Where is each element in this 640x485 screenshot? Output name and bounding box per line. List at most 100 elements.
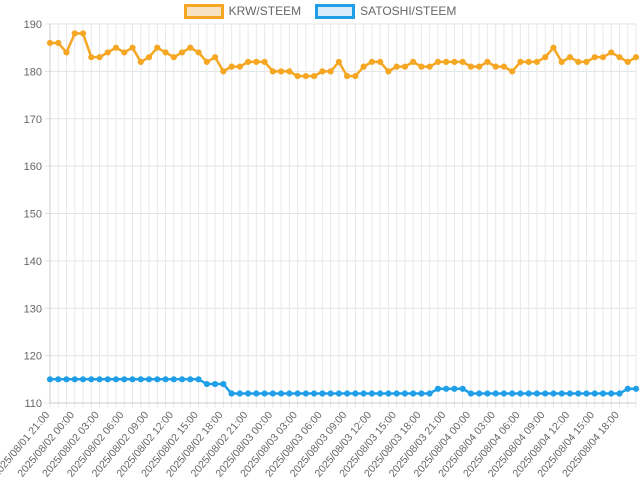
- legend-swatch-satoshi-steem: [315, 4, 356, 19]
- y-tick-label: 180: [24, 66, 42, 78]
- legend-label-krw-steem: KRW/STEEM: [228, 4, 302, 18]
- data-point-krw-steem: [170, 54, 177, 61]
- data-point-krw-steem: [467, 63, 475, 70]
- data-point-krw-steem: [269, 68, 276, 75]
- data-point-krw-steem: [311, 73, 318, 80]
- data-point-satoshi-steem: [583, 390, 590, 397]
- data-point-satoshi-steem: [443, 385, 450, 392]
- data-point-satoshi-steem: [352, 390, 359, 397]
- data-point-satoshi-steem: [459, 385, 466, 392]
- data-point-satoshi-steem: [170, 376, 177, 383]
- data-point-krw-steem: [244, 58, 252, 66]
- data-point-satoshi-steem: [294, 390, 301, 397]
- data-point-krw-steem: [451, 58, 458, 66]
- data-point-krw-steem: [96, 54, 103, 61]
- data-point-krw-steem: [360, 63, 367, 70]
- data-point-satoshi-steem: [517, 390, 524, 397]
- data-point-krw-steem: [104, 49, 111, 56]
- data-point-krw-steem: [79, 30, 87, 37]
- data-point-krw-steem: [319, 68, 326, 75]
- data-point-satoshi-steem: [434, 385, 442, 392]
- data-point-satoshi-steem: [104, 376, 111, 383]
- data-point-krw-steem: [616, 54, 623, 61]
- data-point-satoshi-steem: [162, 376, 169, 383]
- data-point-satoshi-steem: [393, 390, 400, 397]
- data-point-krw-steem: [46, 39, 54, 47]
- data-point-satoshi-steem: [360, 390, 367, 397]
- data-point-krw-steem: [294, 73, 301, 80]
- data-point-satoshi-steem: [558, 390, 565, 397]
- data-point-satoshi-steem: [195, 376, 202, 383]
- data-point-satoshi-steem: [418, 390, 425, 397]
- data-point-krw-steem: [145, 54, 153, 61]
- data-point-satoshi-steem: [187, 376, 194, 383]
- data-point-krw-steem: [137, 58, 144, 66]
- data-point-krw-steem: [112, 44, 120, 51]
- data-point-krw-steem: [566, 54, 574, 61]
- data-point-satoshi-steem: [550, 390, 557, 397]
- data-point-satoshi-steem: [533, 390, 541, 397]
- data-point-krw-steem: [459, 58, 466, 66]
- data-point-krw-steem: [533, 58, 541, 66]
- data-point-krw-steem: [500, 63, 508, 70]
- data-point-satoshi-steem: [632, 385, 640, 392]
- data-point-krw-steem: [492, 63, 499, 70]
- y-tick-label: 140: [24, 256, 42, 268]
- data-point-satoshi-steem: [616, 390, 623, 397]
- data-point-krw-steem: [55, 39, 62, 47]
- data-point-krw-steem: [121, 49, 128, 56]
- series-line-krw-steem: [50, 32, 637, 78]
- data-point-satoshi-steem: [203, 380, 210, 388]
- data-point-satoshi-steem: [121, 376, 128, 383]
- data-point-krw-steem: [632, 54, 640, 61]
- data-point-krw-steem: [63, 49, 70, 56]
- data-point-krw-steem: [253, 58, 260, 66]
- data-point-satoshi-steem: [71, 376, 78, 383]
- data-point-krw-steem: [277, 68, 285, 75]
- legend-label-satoshi-steem: SATOSHI/STEEM: [360, 4, 457, 18]
- legend-item-satoshi-steem[interactable]: SATOSHI/STEEM: [315, 4, 456, 19]
- data-point-satoshi-steem: [236, 390, 243, 397]
- data-point-krw-steem: [401, 63, 409, 70]
- data-point-krw-steem: [211, 54, 219, 61]
- data-point-satoshi-steem: [277, 390, 285, 397]
- data-point-satoshi-steem: [129, 376, 136, 383]
- data-point-krw-steem: [187, 44, 194, 51]
- series-line-satoshi-steem: [50, 378, 636, 395]
- data-point-satoshi-steem: [377, 390, 384, 397]
- data-point-satoshi-steem: [368, 390, 375, 397]
- data-point-satoshi-steem: [500, 390, 508, 397]
- y-tick-label: 190: [24, 19, 42, 31]
- data-point-krw-steem: [426, 63, 433, 70]
- data-point-satoshi-steem: [88, 376, 95, 383]
- data-point-krw-steem: [344, 73, 351, 80]
- data-point-satoshi-steem: [591, 390, 598, 397]
- data-point-satoshi-steem: [112, 376, 120, 383]
- data-point-satoshi-steem: [269, 390, 276, 397]
- data-point-satoshi-steem: [476, 390, 483, 397]
- data-point-satoshi-steem: [327, 390, 334, 397]
- data-point-satoshi-steem: [46, 376, 54, 383]
- data-point-krw-steem: [220, 68, 227, 75]
- data-point-satoshi-steem: [492, 390, 499, 397]
- data-point-satoshi-steem: [344, 390, 351, 397]
- data-point-satoshi-steem: [286, 390, 293, 397]
- data-point-krw-steem: [599, 54, 607, 61]
- data-point-krw-steem: [542, 54, 549, 61]
- data-point-krw-steem: [385, 68, 392, 75]
- data-point-satoshi-steem: [319, 390, 326, 397]
- data-point-krw-steem: [261, 58, 268, 66]
- data-point-krw-steem: [608, 49, 615, 56]
- data-point-krw-steem: [228, 63, 235, 70]
- legend-item-krw-steem[interactable]: KRW/STEEM: [183, 4, 302, 19]
- data-point-satoshi-steem: [137, 376, 144, 383]
- data-point-satoshi-steem: [542, 390, 549, 397]
- data-point-krw-steem: [418, 63, 425, 70]
- y-tick-label: 150: [24, 209, 42, 221]
- data-point-krw-steem: [302, 73, 309, 80]
- y-tick-label: 170: [24, 114, 42, 126]
- data-point-satoshi-steem: [220, 380, 227, 388]
- data-point-satoshi-steem: [335, 390, 342, 397]
- data-point-krw-steem: [327, 68, 334, 75]
